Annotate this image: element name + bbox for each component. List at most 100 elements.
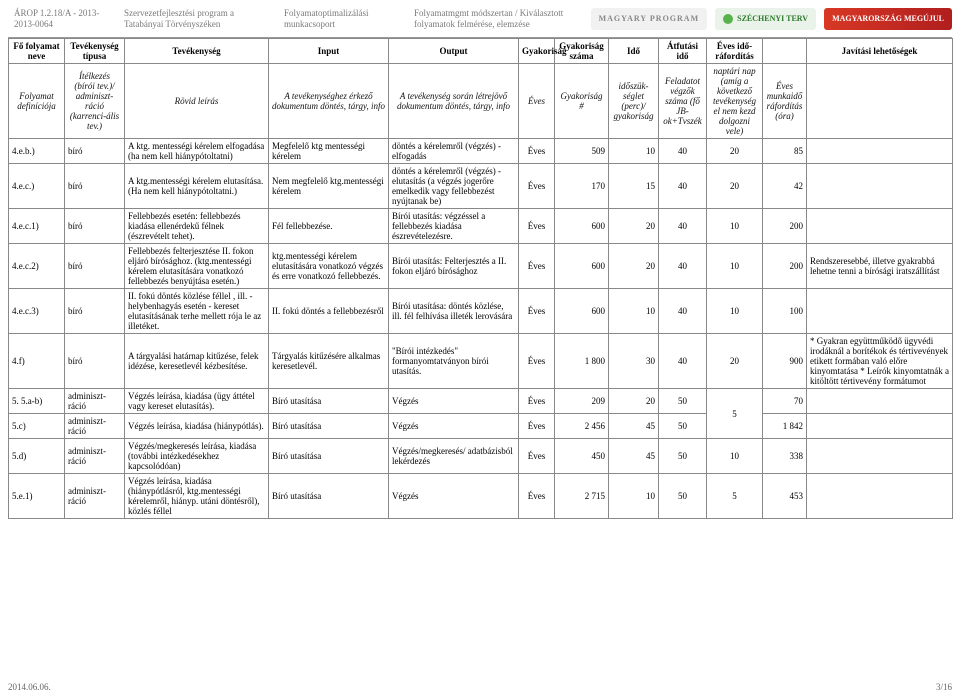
footer-page: 3/16 (936, 682, 952, 692)
hdr-blank (763, 39, 807, 64)
cell-freq: Éves (519, 474, 555, 519)
cell-w: 40 (659, 244, 707, 289)
cell-input: Bíró utasítása (269, 439, 389, 474)
cell-hrs: 70 (763, 389, 807, 414)
cell-hrs: 100 (763, 289, 807, 334)
cell-input: II. fokú döntés a fellebbezésről (269, 289, 389, 334)
cell-t: 10 (609, 139, 659, 164)
cell-n: 170 (555, 164, 609, 209)
sub-output: A tevékenység során létrejövő dokumentum… (389, 64, 519, 139)
cell-lead: 20 (707, 334, 763, 389)
cell-input: Bíró utasítása (269, 389, 389, 414)
hdr-process: Fő folyamat neve (9, 39, 65, 64)
cell-fix: * Gyakran együttműködő ügyvédi irodáknál… (807, 334, 953, 389)
cell-t: 20 (609, 244, 659, 289)
table-row: 4.e.c.1)bíróFellebbezés esetén: fellebbe… (9, 209, 953, 244)
cell-lead: 10 (707, 244, 763, 289)
cell-freq: Éves (519, 334, 555, 389)
cell-n: 600 (555, 244, 609, 289)
table-header: Fő folyamat neve Tevékenység típusa Tevé… (9, 39, 953, 139)
cell-lead: 20 (707, 139, 763, 164)
cell-n: 450 (555, 439, 609, 474)
cell-t: 10 (609, 289, 659, 334)
cell-type: bíró (65, 289, 125, 334)
cell-n: 600 (555, 289, 609, 334)
cell-type: bíró (65, 244, 125, 289)
cell-input: Bíró utasítása (269, 414, 389, 439)
cell-output: Bírói utasítása: döntés közlése, ill. fé… (389, 289, 519, 334)
cell-lead: 10 (707, 289, 763, 334)
cell-n: 2 456 (555, 414, 609, 439)
cell-freq: Éves (519, 439, 555, 474)
cell-t: 45 (609, 414, 659, 439)
logo-szechenyi-text: SZÉCHENYI TERV (737, 14, 808, 23)
cell-desc: Fellebbezés felterjesztése II. fokon elj… (125, 244, 269, 289)
cell-input: Bíró utasítása (269, 474, 389, 519)
table-row: 5.c)adminiszt-rációVégzés leírása, kiadá… (9, 414, 953, 439)
sub-input: A tevékenységhez érkező dokumentum dönté… (269, 64, 389, 139)
cell-freq: Éves (519, 164, 555, 209)
cell-w: 50 (659, 439, 707, 474)
cell-id: 5. 5.a-b) (9, 389, 65, 414)
cell-id: 4.e.c.2) (9, 244, 65, 289)
cell-type: adminiszt-ráció (65, 389, 125, 414)
cell-desc: Végzés leírása, kiadása (ügy áttétel vag… (125, 389, 269, 414)
cell-desc: Végzés/megkeresés leírása, kiadása (tová… (125, 439, 269, 474)
cell-w: 40 (659, 164, 707, 209)
hdr-input: Input (269, 39, 389, 64)
cell-type: bíró (65, 334, 125, 389)
cell-lead: 20 (707, 164, 763, 209)
cell-t: 20 (609, 389, 659, 414)
sub-freqn: Gyakoriság # (555, 64, 609, 139)
page-footer: 2014.06.06. 3/16 (8, 682, 952, 692)
table-row: 5.e.1)adminiszt-rációVégzés leírása, kia… (9, 474, 953, 519)
cell-id: 4.e.c.1) (9, 209, 65, 244)
sub-freq: Éves (519, 64, 555, 139)
cell-hrs: 1 842 (763, 414, 807, 439)
table-row: 4.e.c.2)bíróFellebbezés felterjesztése I… (9, 244, 953, 289)
sub-hours: Éves munkaidő ráfordítás (óra) (763, 64, 807, 139)
cell-desc: A tárgyalási határnap kitűzése, felek id… (125, 334, 269, 389)
table-row: 4.e.c.3)bíróII. fokú döntés közlése féll… (9, 289, 953, 334)
cell-fix (807, 164, 953, 209)
cell-freq: Éves (519, 389, 555, 414)
hdr-freq: Gyakoriság (519, 39, 555, 64)
cell-output: Bírói utasítás: Felterjesztés a II. foko… (389, 244, 519, 289)
project-group: Folyamatoptimalizálási munkacsoport (278, 6, 408, 31)
sub-workers: Feladatot végzők száma (fő JB-ok+Tvszék (659, 64, 707, 139)
cell-t: 10 (609, 474, 659, 519)
cell-hrs: 42 (763, 164, 807, 209)
logo-szechenyi: SZÉCHENYI TERV (715, 8, 816, 30)
cell-t: 30 (609, 334, 659, 389)
cell-w: 50 (659, 414, 707, 439)
cell-id: 4.e.c.) (9, 164, 65, 209)
hdr-activity: Tevékenység (125, 39, 269, 64)
cell-freq: Éves (519, 209, 555, 244)
logo-magyary: MAGYARY PROGRAM (591, 8, 708, 30)
cell-w: 50 (659, 474, 707, 519)
cell-n: 209 (555, 389, 609, 414)
cell-hrs: 200 (763, 244, 807, 289)
cell-hrs: 338 (763, 439, 807, 474)
cell-n: 1 800 (555, 334, 609, 389)
project-org: Szervezetfejlesztési program a Tatabánya… (118, 6, 278, 31)
process-table: Fő folyamat neve Tevékenység típusa Tevé… (8, 38, 953, 519)
cell-desc: A ktg.mentességi kérelem elutasítása. (H… (125, 164, 269, 209)
cell-hrs: 900 (763, 334, 807, 389)
cell-id: 5.c) (9, 414, 65, 439)
cell-w: 50 (659, 389, 707, 414)
cell-fix (807, 209, 953, 244)
cell-freq: Éves (519, 244, 555, 289)
logo-strip: MAGYARY PROGRAM SZÉCHENYI TERV MAGYARORS… (578, 8, 952, 30)
cell-output: Végzés (389, 414, 519, 439)
table-subheader: Folyamat definíciója Ítélkezés (bírói te… (9, 64, 953, 139)
cell-w: 40 (659, 209, 707, 244)
cell-fix: Rendszeresebbé, illetve gyakrabbá lehetn… (807, 244, 953, 289)
cell-lead: 5 (707, 474, 763, 519)
sub-fix (807, 64, 953, 139)
cell-type: bíró (65, 139, 125, 164)
table-row: 4.f)bíróA tárgyalási határnap kitűzése, … (9, 334, 953, 389)
cell-hrs: 85 (763, 139, 807, 164)
table-row: 5.d)adminiszt-rációVégzés/megkeresés leí… (9, 439, 953, 474)
cell-input: Nem megfelelő ktg.mentességi kérelem (269, 164, 389, 209)
